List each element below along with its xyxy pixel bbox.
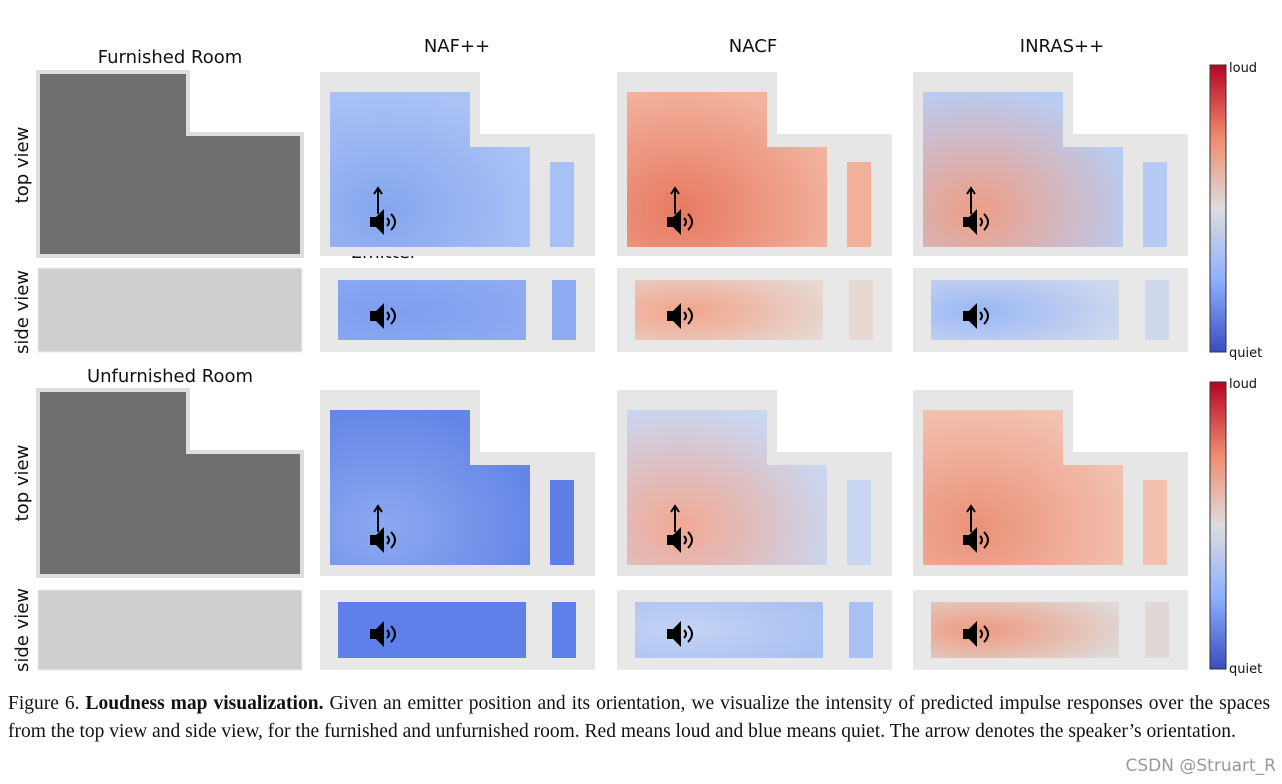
caption-label: Figure 6. [8,693,80,714]
orientation-arrow [966,186,976,214]
caption: Figure 6. Loudness map visualization. Gi… [8,690,1270,746]
loudness-map [338,280,526,340]
speaker-icon [370,209,384,235]
loudness-strip [847,480,871,565]
colorbar-label: quiet [1229,346,1262,361]
loudness-map [338,602,526,658]
speaker-waves [683,213,693,231]
loudness-map [635,602,823,658]
figure: NAF++ NACF INRAS++ Furnished Room Unfurn… [12,36,1262,677]
loudness-map [931,602,1119,658]
orientation-arrow [966,504,976,532]
speaker-waves [386,531,396,549]
speaker-icon [963,209,977,235]
orientation-arrow [670,504,680,532]
loudness-map [635,280,823,340]
orientation-arrow [670,186,680,214]
speaker-icon [667,621,681,647]
speaker-waves [979,307,989,325]
colorbar [1209,381,1227,670]
loudness-map [923,92,1123,247]
column-header: NAF++ [424,36,490,57]
speaker-icon [667,209,681,235]
speaker-icon [963,527,977,553]
speaker-icon [370,527,384,553]
loudness-strip [1145,602,1169,658]
speaker-icon [963,303,977,329]
speaker-icon [667,527,681,553]
loudness-strip [1145,280,1169,340]
row-label: top view [12,445,33,522]
orientation-arrow [373,504,383,532]
row-label: side view [12,588,33,672]
loudness-strip [1143,162,1167,247]
loudness-strip [849,602,873,658]
speaker-waves [386,213,396,231]
loudness-strip [550,480,574,565]
room-photo [36,70,304,258]
speaker-waves [979,625,989,643]
loudness-strip [550,162,574,247]
caption-bold: Loudness map visualization. [85,693,324,714]
speaker-icon [963,621,977,647]
speaker-icon [370,621,384,647]
loudness-strip [552,602,576,658]
speaker-waves [386,625,396,643]
loudness-map [627,410,827,565]
loudness-map [330,92,530,247]
speaker-icon [370,303,384,329]
loudness-strip [849,280,873,340]
speaker-waves [683,531,693,549]
row-label: side view [12,270,33,354]
loudness-map [931,280,1119,340]
loudness-map [330,410,530,565]
colorbar [1209,64,1227,353]
watermark: CSDN @Struart_R [1125,756,1276,776]
speaker-waves [979,531,989,549]
column-header: NACF [729,36,777,57]
speaker-waves [683,625,693,643]
caption-text: Given an emitter position and its orient… [8,693,1271,742]
speaker-waves [386,307,396,325]
loudness-map [627,92,827,247]
column-header: INRAS++ [1020,36,1104,57]
loudness-strip [847,162,871,247]
colorbar-label: loud [1229,377,1257,392]
speaker-waves [683,307,693,325]
colorbar-label: loud [1229,61,1257,76]
section-title: Unfurnished Room [87,366,253,387]
loudness-strip [552,280,576,340]
speaker-icon [667,303,681,329]
room-photo [37,267,303,353]
row-label: top view [12,127,33,204]
section-title: Furnished Room [98,47,243,68]
loudness-strip [1143,480,1167,565]
room-photo [36,388,304,578]
loudness-map [923,410,1123,565]
speaker-waves [979,213,989,231]
orientation-arrow [373,186,383,214]
colorbar-label: quiet [1229,662,1262,677]
room-photo [37,589,303,671]
